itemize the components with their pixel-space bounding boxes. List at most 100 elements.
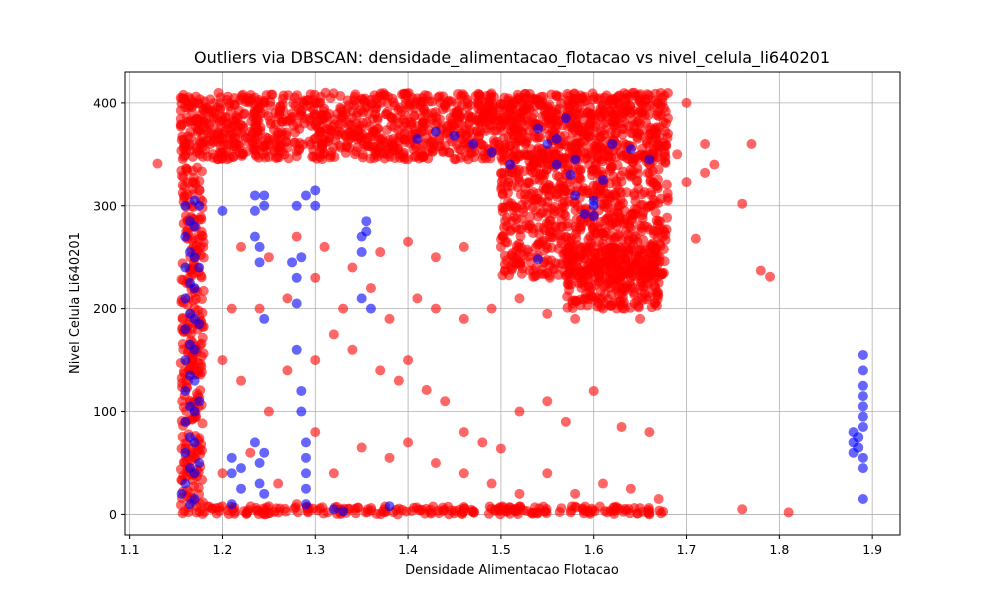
plot-frame bbox=[124, 71, 901, 536]
data-point-dense bbox=[652, 219, 663, 230]
data-point-dense bbox=[194, 94, 205, 105]
data-point bbox=[857, 421, 868, 432]
data-point-dense bbox=[366, 131, 377, 142]
data-point bbox=[310, 355, 321, 366]
data-point bbox=[644, 154, 655, 165]
data-point-dense bbox=[352, 502, 363, 513]
data-point-dense bbox=[515, 97, 526, 108]
data-point bbox=[356, 442, 367, 453]
data-point-dense bbox=[562, 88, 573, 99]
data-point bbox=[857, 411, 868, 422]
data-point-dense bbox=[407, 92, 418, 103]
data-point-dense bbox=[183, 92, 194, 103]
data-point bbox=[296, 385, 307, 396]
data-point-dense bbox=[501, 255, 512, 266]
data-point-dense bbox=[424, 96, 435, 107]
data-point bbox=[403, 236, 414, 247]
data-points bbox=[152, 97, 868, 520]
data-point-dense bbox=[418, 117, 429, 128]
data-point-dense bbox=[595, 142, 606, 153]
data-point bbox=[570, 154, 581, 165]
data-point-dense bbox=[418, 125, 429, 136]
x-axis-label: Densidade Alimentacao Flotacao bbox=[405, 563, 619, 578]
data-point-dense bbox=[278, 106, 289, 117]
data-point-dense bbox=[238, 109, 249, 120]
data-point bbox=[347, 262, 358, 273]
data-point-dense bbox=[325, 150, 336, 161]
data-point bbox=[607, 139, 618, 150]
data-point-dense bbox=[382, 97, 393, 108]
data-point-dense bbox=[530, 205, 541, 216]
data-point-dense bbox=[176, 274, 187, 285]
data-point-dense bbox=[605, 282, 616, 293]
data-point-dense bbox=[623, 248, 634, 259]
data-point-dense bbox=[554, 171, 565, 182]
data-point bbox=[328, 468, 339, 479]
data-point bbox=[338, 506, 349, 517]
data-point-dense bbox=[379, 153, 390, 164]
data-point-dense bbox=[366, 94, 377, 105]
data-point bbox=[194, 319, 205, 330]
data-point-dense bbox=[632, 508, 643, 519]
data-point bbox=[180, 262, 191, 273]
data-point-dense bbox=[340, 130, 351, 141]
data-point-dense bbox=[538, 183, 549, 194]
data-point-dense bbox=[550, 222, 561, 233]
data-point bbox=[570, 488, 581, 499]
data-point-dense bbox=[542, 243, 553, 254]
data-point-dense bbox=[357, 149, 368, 160]
dense-point-band bbox=[175, 87, 673, 520]
data-point-dense bbox=[381, 125, 392, 136]
data-point bbox=[259, 313, 270, 324]
data-point-dense bbox=[641, 256, 652, 267]
data-point bbox=[672, 149, 683, 160]
data-point bbox=[403, 437, 414, 448]
data-point-dense bbox=[600, 215, 611, 226]
data-point bbox=[236, 375, 247, 386]
data-point bbox=[505, 159, 516, 170]
data-point-dense bbox=[613, 98, 624, 109]
x-tick-label: 1.1 bbox=[120, 542, 140, 557]
data-point bbox=[542, 468, 553, 479]
data-point bbox=[430, 126, 441, 137]
data-point-dense bbox=[657, 231, 668, 242]
data-point-dense bbox=[273, 127, 284, 138]
data-point-dense bbox=[601, 90, 612, 101]
data-point bbox=[194, 262, 205, 273]
data-point bbox=[194, 200, 205, 211]
data-point-dense bbox=[341, 142, 352, 153]
data-point bbox=[259, 488, 270, 499]
data-point-dense bbox=[567, 128, 578, 139]
data-point bbox=[300, 437, 311, 448]
data-point bbox=[259, 190, 270, 201]
data-point bbox=[263, 252, 274, 263]
data-point bbox=[254, 257, 265, 268]
data-point-dense bbox=[652, 139, 663, 150]
data-point-dense bbox=[571, 296, 582, 307]
data-point-dense bbox=[496, 168, 507, 179]
data-point-dense bbox=[635, 281, 646, 292]
data-point-dense bbox=[198, 285, 209, 296]
data-point-dense bbox=[511, 240, 522, 251]
data-point bbox=[259, 200, 270, 211]
data-point-dense bbox=[660, 157, 671, 168]
data-point-dense bbox=[485, 90, 496, 101]
data-point-dense bbox=[469, 146, 480, 157]
data-point bbox=[588, 211, 599, 222]
data-point bbox=[430, 252, 441, 263]
data-point bbox=[338, 303, 349, 314]
data-point bbox=[468, 139, 479, 150]
data-point-dense bbox=[176, 165, 187, 176]
data-point bbox=[236, 483, 247, 494]
data-point-dense bbox=[258, 107, 269, 118]
data-point bbox=[259, 447, 270, 458]
y-tick-label: 0 bbox=[109, 507, 117, 522]
data-point-dense bbox=[223, 509, 234, 520]
data-point-dense bbox=[628, 105, 639, 116]
data-point bbox=[857, 380, 868, 391]
data-point bbox=[375, 247, 386, 258]
data-point bbox=[263, 406, 274, 417]
data-point-dense bbox=[497, 189, 508, 200]
data-point bbox=[737, 198, 748, 209]
data-point-dense bbox=[633, 168, 644, 179]
